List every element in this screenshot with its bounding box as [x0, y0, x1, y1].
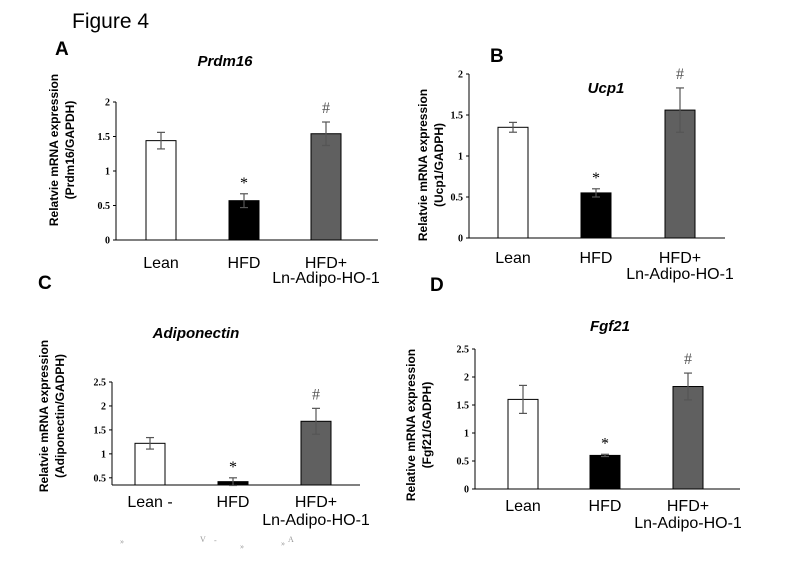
- y-tick-label: 2: [464, 373, 469, 384]
- y-axis-label: (Ucp1/GADPH): [432, 123, 446, 207]
- category-label: HFD: [589, 498, 622, 515]
- category-label: Ln-Adipo-HO-1: [262, 512, 370, 529]
- category-label: HFD: [217, 494, 250, 511]
- significance-hash: #: [684, 351, 692, 368]
- bar: [497, 126, 529, 239]
- category-label: Ln-Adipo-HO-1: [626, 266, 734, 283]
- category-label: Lean: [495, 250, 531, 267]
- y-tick-label: 2: [458, 70, 463, 81]
- chart-title: Ucp1: [588, 80, 625, 97]
- y-axis-label: (Prdm16/GAPDH): [63, 101, 77, 200]
- y-tick-label: 2.5: [457, 345, 470, 356]
- y-tick-label: 1: [105, 167, 110, 178]
- category-label: Ln-Adipo-HO-1: [634, 515, 742, 532]
- y-tick-label: 2.5: [94, 378, 107, 389]
- category-label: Lean: [505, 498, 541, 515]
- bar: [589, 454, 621, 490]
- category-label: Lean -: [127, 494, 172, 511]
- category-label: HFD+: [305, 255, 347, 272]
- category-label: HFD+: [295, 494, 337, 511]
- y-tick-label: 1: [464, 429, 469, 440]
- chart-title: Prdm16: [197, 53, 253, 70]
- category-label: HFD: [580, 250, 613, 267]
- panel-b-ucp1: B Ucp1 Relatvie mRNA expression (Ucp1/GADPH…: [416, 46, 734, 283]
- bar: [672, 386, 704, 490]
- significance-asterisk: *: [240, 175, 248, 192]
- y-tick-label: 0: [105, 236, 110, 247]
- y-tick-label: 0: [458, 234, 463, 245]
- y-tick-label: 1.5: [98, 132, 111, 143]
- figure-title: Figure 4: [72, 10, 149, 33]
- scan-artifact: »: [240, 542, 244, 551]
- bar: [310, 133, 342, 241]
- category-label: HFD+: [659, 250, 701, 267]
- y-tick-label: 1.5: [94, 425, 107, 436]
- panel-letter: C: [38, 273, 52, 294]
- panel-c-adiponectin: C Adiponectin Relatvie mRNA expression (Adi…: [37, 273, 370, 529]
- y-axis-label: Relatvie mRNA expression: [47, 74, 61, 226]
- significance-hash: #: [676, 66, 684, 83]
- significance-hash: #: [312, 386, 320, 403]
- y-tick-label: 1.5: [457, 401, 470, 412]
- y-axis-label: Relatvie mRNA expression: [37, 340, 51, 492]
- bar: [134, 442, 166, 486]
- y-tick-label: 2: [105, 98, 110, 109]
- scan-artifact: »: [281, 539, 285, 548]
- panel-letter: B: [490, 46, 504, 67]
- scan-artifact: »: [120, 537, 124, 546]
- y-axis-label: Relative mRNA expression: [404, 349, 418, 501]
- bar: [507, 398, 539, 490]
- y-tick-label: 0.5: [94, 473, 107, 484]
- significance-asterisk: *: [229, 459, 237, 476]
- chart-title: Adiponectin: [152, 325, 240, 342]
- category-label: HFD: [228, 255, 261, 272]
- y-axis-label: (Adiponectin/GADPH): [53, 354, 67, 478]
- bar: [580, 192, 612, 239]
- y-tick-label: 1: [101, 449, 106, 460]
- category-label: Lean: [143, 255, 179, 272]
- panel-d-fgf21: D Fgf21 Relative mRNA expression (Fgf21/GAD…: [404, 275, 742, 532]
- y-tick-label: 0.5: [451, 193, 464, 204]
- panel-letter: A: [55, 39, 69, 60]
- category-label: Ln-Adipo-HO-1: [272, 270, 380, 287]
- panel-a-prdm16: A Prdm16 Relatvie mRNA expression (Prdm16/G…: [47, 39, 380, 287]
- y-tick-label: 0.5: [457, 457, 470, 468]
- category-label: HFD+: [667, 498, 709, 515]
- y-tick-label: 2: [101, 401, 106, 412]
- scan-artifact: V: [200, 535, 206, 544]
- bar: [145, 140, 177, 241]
- scan-artifact: A: [288, 535, 294, 544]
- significance-asterisk: *: [601, 435, 609, 452]
- chart-title: Fgf21: [590, 318, 630, 335]
- y-axis-label: Relatvie mRNA expression: [416, 89, 430, 241]
- y-tick-label: 0: [464, 485, 469, 496]
- y-tick-label: 1: [458, 152, 463, 163]
- scan-artifact: -: [214, 536, 217, 545]
- y-tick-label: 0.5: [98, 201, 111, 212]
- y-tick-label: 1.5: [451, 111, 464, 122]
- panel-letter: D: [430, 275, 444, 296]
- significance-asterisk: *: [592, 170, 600, 187]
- significance-hash: #: [322, 100, 330, 117]
- y-axis-label: (Fgf21/GADPH): [420, 382, 434, 469]
